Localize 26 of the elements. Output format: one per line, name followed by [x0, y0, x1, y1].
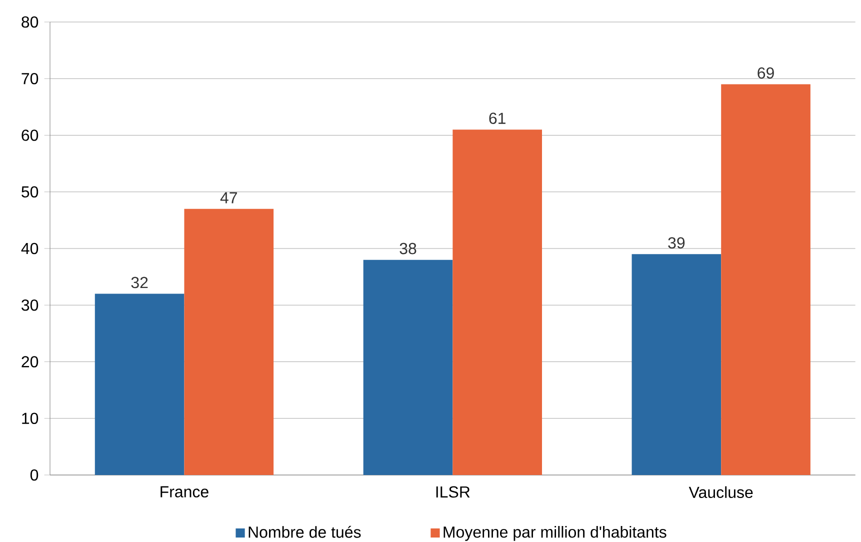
- data-label: 61: [489, 112, 506, 124]
- bar: [721, 84, 810, 475]
- bar: [184, 208, 274, 475]
- x-tick-label: ILSR: [436, 486, 470, 498]
- data-label: 38: [400, 242, 416, 254]
- y-tick-label: 70: [22, 72, 38, 84]
- y-tick-label: 0: [30, 469, 38, 481]
- bar: [452, 130, 542, 475]
- x-tick-label: France: [160, 486, 208, 498]
- bar: [632, 254, 722, 475]
- legend-label: Nombre de tués: [248, 526, 361, 538]
- y-tick-label: 60: [22, 130, 38, 141]
- data-label: 69: [758, 67, 774, 79]
- legend-label: Moyenne par million d'habitants: [444, 526, 666, 541]
- y-tick-label: 50: [22, 186, 38, 198]
- bar: [363, 260, 453, 475]
- data-label: 39: [668, 237, 685, 249]
- data-label: 47: [220, 192, 237, 204]
- y-tick-label: 30: [22, 299, 38, 311]
- bar: [94, 294, 184, 475]
- data-label: 32: [131, 276, 148, 288]
- y-tick-label: 20: [22, 356, 38, 368]
- y-tick-label: 10: [22, 412, 38, 424]
- y-tick-label: 80: [22, 16, 38, 28]
- x-tick-label: Vaucluse: [688, 486, 753, 498]
- y-tick-label: 40: [21, 242, 38, 254]
